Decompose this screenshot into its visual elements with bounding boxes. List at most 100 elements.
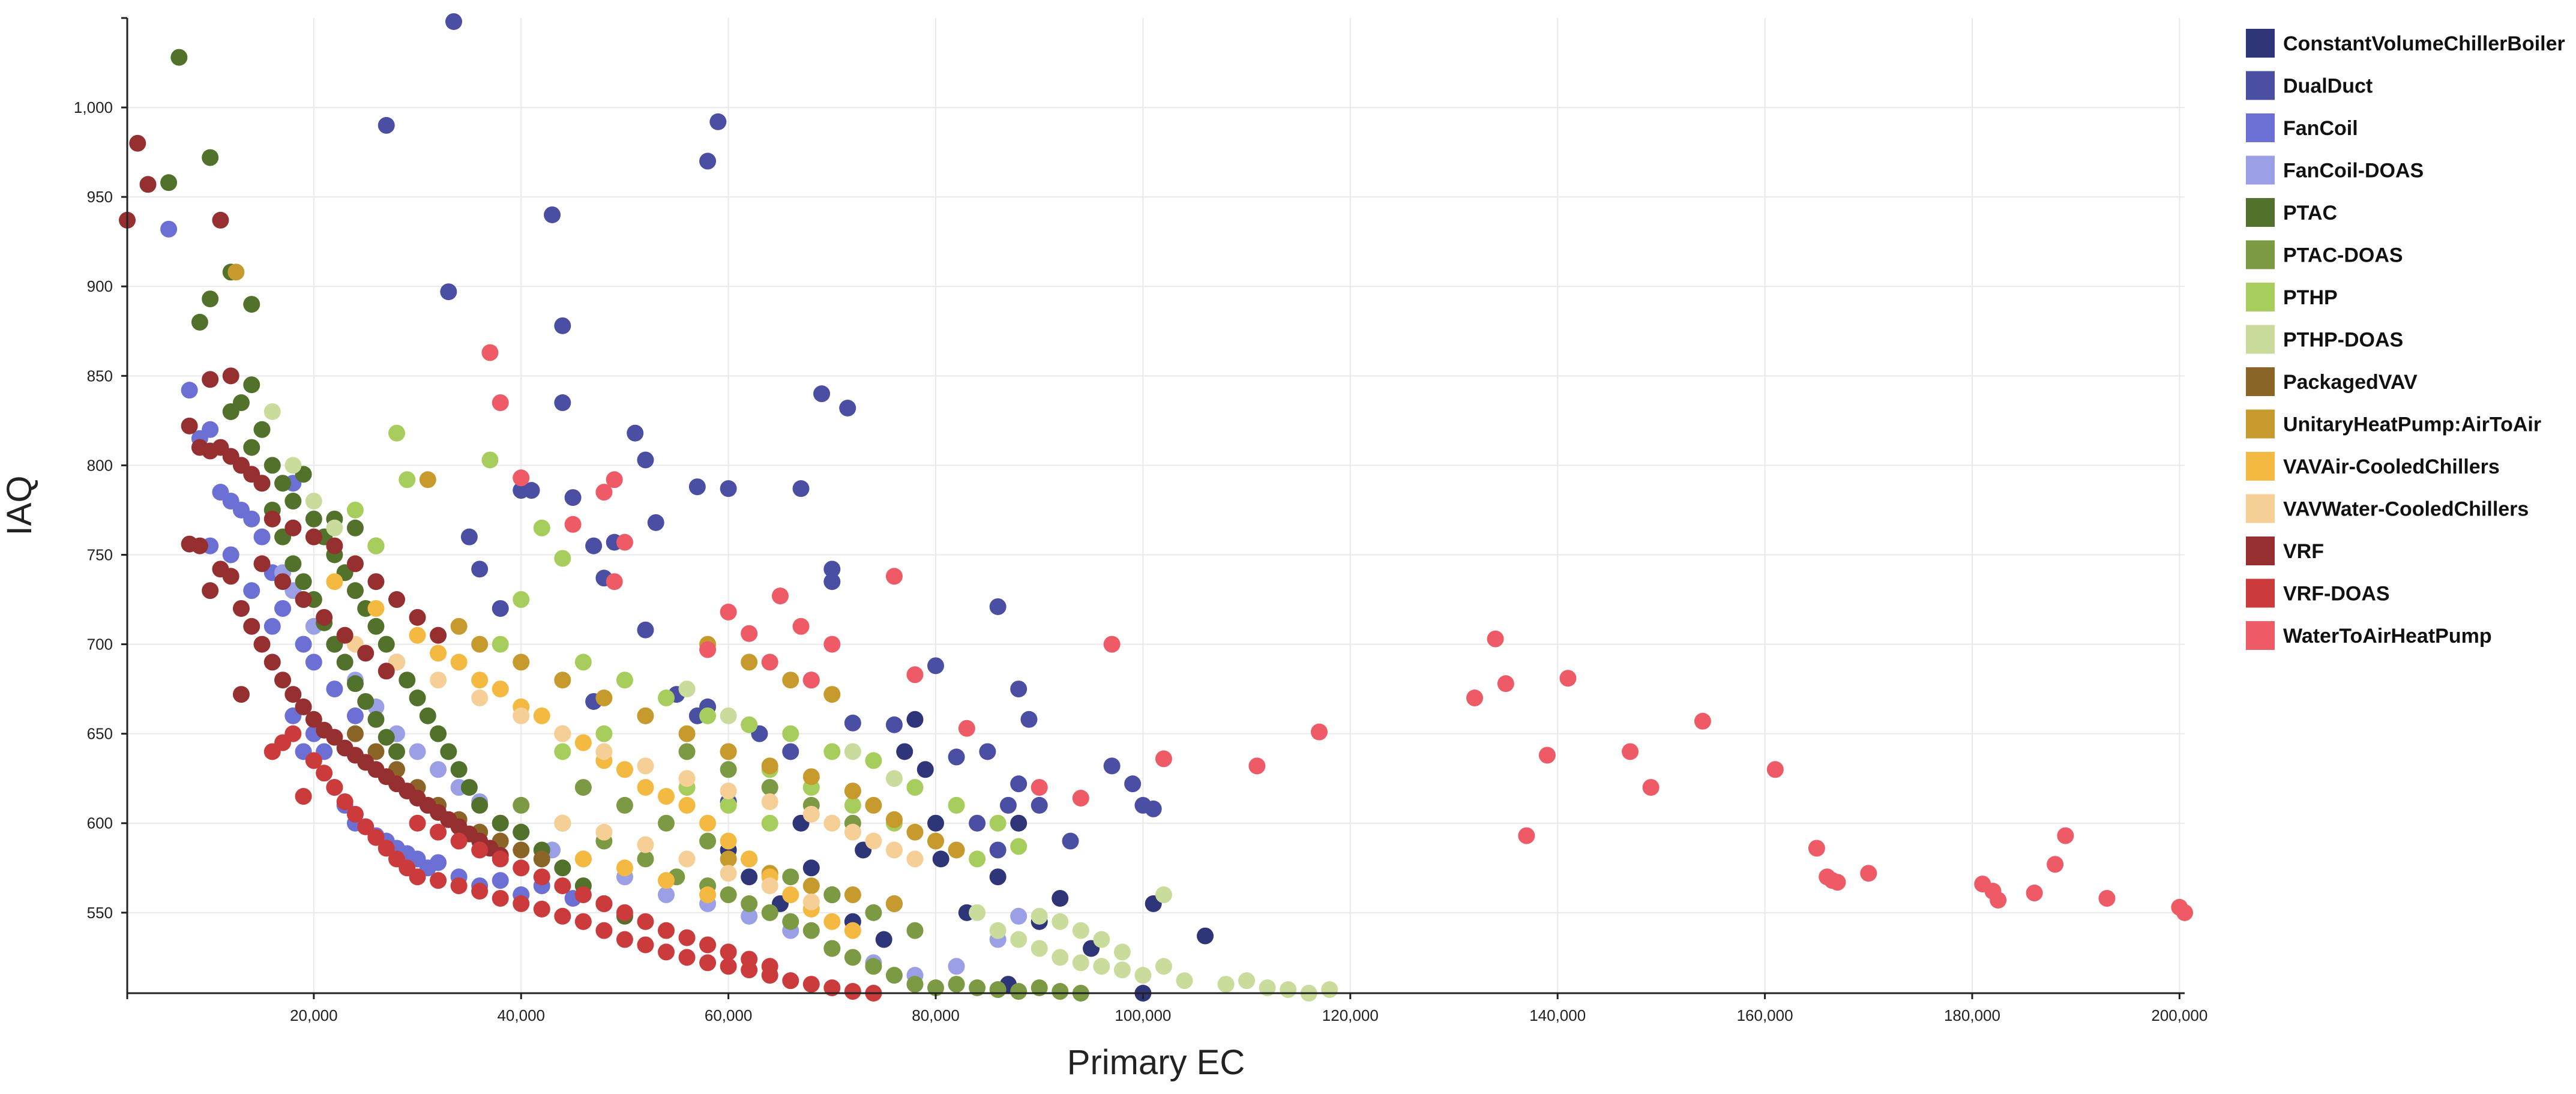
data-points	[119, 13, 2193, 1002]
data-point	[554, 814, 571, 832]
data-point	[616, 796, 633, 814]
data-point	[305, 654, 322, 671]
legend-label: UnitaryHeatPump:AirToAir	[2283, 413, 2541, 436]
legend-label: ConstantVolumeChillerBoiler	[2283, 32, 2565, 55]
data-point	[202, 582, 219, 600]
data-point	[865, 752, 882, 769]
data-point	[367, 600, 385, 617]
data-point	[802, 768, 820, 786]
legend-swatch	[2246, 155, 2275, 185]
data-point	[885, 967, 903, 984]
data-point	[554, 859, 571, 877]
data-point	[1238, 972, 1256, 990]
data-point	[720, 761, 737, 778]
data-point	[1010, 907, 1028, 925]
data-point	[316, 765, 333, 782]
data-point	[948, 841, 965, 859]
data-point	[554, 907, 571, 925]
series-group	[481, 344, 2193, 921]
data-point	[2176, 904, 2193, 921]
data-point	[533, 868, 550, 886]
data-point	[741, 868, 758, 886]
data-point	[367, 743, 385, 760]
data-point	[243, 439, 260, 456]
data-point	[243, 510, 260, 527]
data-point	[699, 152, 717, 170]
y-tick-label: 750	[87, 545, 113, 564]
data-point	[720, 886, 737, 904]
data-point	[678, 929, 696, 946]
data-point	[595, 484, 613, 501]
data-point	[295, 636, 312, 653]
x-tick-label: 100,000	[1115, 1006, 1171, 1024]
data-point	[513, 859, 530, 877]
data-point	[513, 591, 530, 609]
data-point	[419, 471, 436, 488]
data-point	[741, 951, 758, 968]
data-point	[1093, 931, 1110, 948]
data-point	[595, 725, 613, 742]
data-point	[295, 788, 312, 805]
data-point	[1559, 670, 1577, 687]
data-point	[295, 591, 312, 609]
data-point	[616, 672, 633, 689]
data-point	[378, 663, 395, 680]
data-point	[616, 533, 633, 551]
data-point	[906, 779, 924, 796]
data-point	[927, 657, 945, 675]
data-point	[969, 904, 986, 921]
legend-label: PTAC	[2283, 202, 2337, 224]
legend-label: VAVWater-CooledChillers	[2283, 498, 2529, 521]
legend-label: FanCoil-DOAS	[2283, 160, 2424, 182]
data-point	[554, 877, 571, 895]
data-point	[326, 573, 343, 591]
data-point	[450, 761, 468, 778]
data-point	[616, 904, 633, 921]
data-point	[346, 501, 364, 518]
x-axis-title: Primary EC	[1067, 1043, 1245, 1082]
tick-labels: 20,000 40,000 60,000 80,000 100,000 120,000 14…	[74, 17, 2207, 1024]
data-point	[513, 654, 530, 671]
legend-label: PackagedVAV	[2283, 371, 2418, 394]
data-point	[129, 134, 146, 152]
data-point	[637, 913, 654, 930]
data-point	[678, 743, 696, 760]
data-point	[160, 174, 178, 191]
data-point	[616, 859, 633, 877]
data-point	[533, 900, 550, 918]
data-point	[346, 675, 364, 693]
data-point	[1052, 913, 1069, 930]
data-point	[1031, 779, 1048, 796]
data-point	[554, 394, 571, 412]
data-point	[222, 568, 239, 585]
data-point	[492, 889, 509, 907]
data-point	[253, 555, 271, 573]
data-point	[492, 872, 509, 889]
data-point	[357, 645, 375, 662]
data-point	[720, 603, 737, 621]
data-point	[481, 344, 499, 361]
data-point	[513, 796, 530, 814]
data-point	[326, 519, 343, 536]
data-point	[823, 573, 841, 591]
data-point	[1155, 958, 1172, 975]
x-tick-label: 60,000	[705, 1006, 753, 1024]
data-point	[513, 895, 530, 912]
data-point	[202, 371, 219, 388]
data-point	[513, 841, 530, 859]
data-point	[1990, 891, 2007, 909]
data-point	[896, 743, 913, 760]
data-point	[1010, 775, 1028, 793]
data-point	[802, 805, 820, 823]
data-point	[263, 618, 281, 635]
legend-swatch	[2246, 536, 2275, 565]
y-axis-title: IAQ	[0, 476, 39, 536]
data-point	[346, 519, 364, 536]
data-point	[388, 424, 406, 442]
series-group	[378, 13, 1162, 859]
data-point	[885, 895, 903, 912]
data-point	[326, 537, 343, 555]
data-point	[346, 805, 364, 823]
data-point	[357, 693, 375, 710]
data-point	[202, 421, 219, 438]
